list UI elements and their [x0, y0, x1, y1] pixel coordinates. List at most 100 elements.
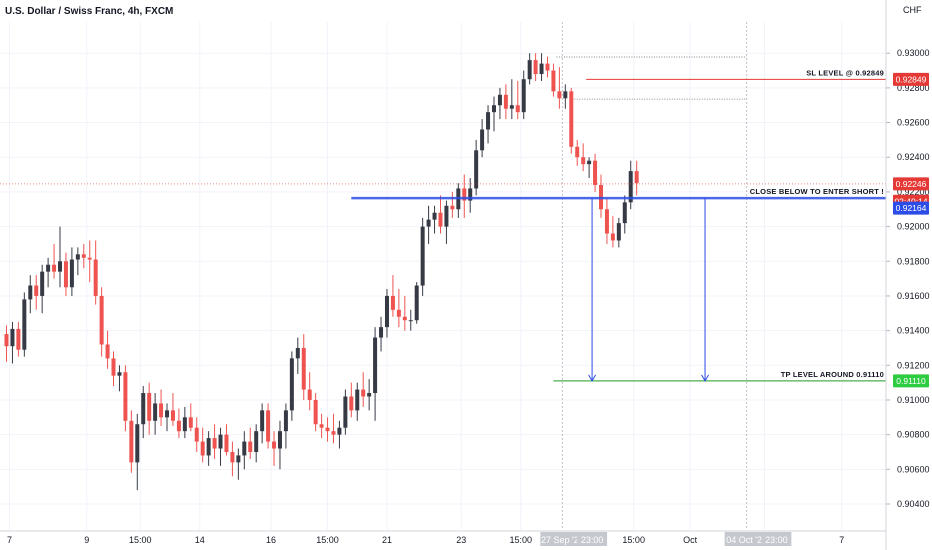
- candle-body: [575, 146, 580, 158]
- price-tick-label: 0.92600: [897, 118, 930, 128]
- candle-body: [396, 309, 401, 317]
- candle-body: [569, 91, 574, 147]
- candle-body: [123, 372, 128, 421]
- candle-body: [527, 60, 532, 80]
- candle-body: [373, 337, 378, 394]
- candle-body: [295, 347, 300, 359]
- time-highlight-label: 23:00: [581, 535, 604, 545]
- drawing-overlays[interactable]: SL LEVEL @ 0.92849 CLOSE BELOW TO ENTER S…: [0, 56, 886, 382]
- candle-body: [254, 431, 259, 452]
- candle-body: [81, 254, 86, 258]
- price-tag-label: 0.91110: [896, 376, 926, 386]
- candle-body: [444, 205, 449, 227]
- candle-body: [40, 271, 45, 296]
- candle-body: [301, 347, 306, 390]
- candle-body: [587, 160, 592, 165]
- candle-body: [194, 427, 199, 442]
- candle-body: [22, 299, 27, 350]
- candle-body: [384, 295, 389, 328]
- target-arrow-head: [701, 374, 709, 382]
- candle-body: [355, 389, 360, 411]
- candle-body: [87, 257, 92, 260]
- price-tag-label: 0.92246: [896, 179, 927, 189]
- candle-body: [159, 403, 164, 418]
- candle-body: [272, 441, 277, 449]
- price-tag-label: 02:40:14: [894, 196, 927, 206]
- candle-body: [414, 285, 419, 321]
- candle-body: [545, 63, 550, 71]
- candles[interactable]: [4, 53, 639, 491]
- price-tick-label: 0.92000: [897, 222, 930, 232]
- candle-body: [379, 327, 384, 338]
- candle-body: [325, 427, 330, 432]
- candle-body: [509, 105, 514, 109]
- candle-body: [248, 441, 253, 452]
- candle-body: [503, 94, 508, 109]
- candle-body: [557, 91, 562, 99]
- candle-body: [593, 160, 598, 185]
- price-tick-label: 0.90800: [897, 430, 930, 440]
- candle-body: [46, 264, 51, 272]
- candle-body: [260, 410, 265, 432]
- entry-level-label: CLOSE BELOW TO ENTER SHORT !: [750, 187, 884, 196]
- price-tag-bg: [893, 177, 929, 191]
- time-tick-label: 7: [839, 535, 844, 545]
- price-tick-label: 0.91200: [897, 360, 930, 370]
- time-tick-label: 15:00: [129, 535, 152, 545]
- price-tick-label: 0.91600: [897, 291, 930, 301]
- candle-body: [10, 328, 15, 347]
- candle-body: [390, 295, 395, 310]
- candle-body: [634, 171, 639, 184]
- time-highlight-label: 27 Sep '20: [541, 535, 584, 545]
- candle-body: [581, 157, 586, 165]
- currency-label: CHF: [903, 5, 922, 15]
- candle-body: [367, 393, 372, 397]
- price-tag-label: 0.92849: [896, 74, 927, 84]
- candle-body: [58, 261, 63, 272]
- candle-body: [337, 427, 342, 435]
- candle-body: [63, 261, 68, 288]
- candle-body: [200, 441, 205, 456]
- candle-body: [283, 410, 288, 432]
- candle-body: [468, 188, 473, 201]
- price-tag-bg: [893, 72, 929, 86]
- chart-title: U.S. Dollar / Swiss Franc, 4h, FXCM: [5, 6, 173, 17]
- candle-body: [34, 285, 39, 296]
- time-highlight-bg: [540, 532, 585, 546]
- candle-body: [622, 202, 627, 224]
- price-axis[interactable]: 0.93000 0.92800 0.92600 0.92400 0.92200 0.920…: [885, 0, 930, 550]
- candle-body: [182, 417, 187, 432]
- candle-body: [170, 410, 175, 421]
- candle-body: [188, 417, 193, 428]
- time-highlight-bg: [761, 532, 792, 546]
- candle-body: [242, 441, 247, 456]
- price-tick-label: 0.91400: [897, 326, 930, 336]
- candle-body: [117, 372, 122, 376]
- price-tag-bg: [893, 374, 929, 388]
- candle-body: [610, 233, 615, 241]
- candle-body: [533, 60, 538, 75]
- candle-body: [28, 285, 33, 300]
- candle-body: [343, 396, 348, 428]
- candle-body: [218, 434, 223, 449]
- time-highlight-label: 04 Oct '20: [726, 535, 767, 545]
- candle-body: [349, 396, 354, 411]
- candle-body: [462, 188, 467, 201]
- time-tick-label: 23: [456, 535, 466, 545]
- candle-body: [236, 455, 241, 463]
- candle-body: [450, 205, 455, 210]
- candle-body: [52, 264, 57, 272]
- crosshair-vertical-lines: [561, 22, 748, 530]
- candle-body: [474, 150, 479, 189]
- price-tick-label: 0.92200: [897, 187, 930, 197]
- candle-body: [361, 389, 366, 397]
- candle-body: [4, 334, 9, 347]
- candle-body: [99, 295, 104, 345]
- time-tick-label: 14: [195, 535, 205, 545]
- candle-body: [438, 212, 443, 227]
- candle-body: [129, 420, 134, 463]
- candle-body: [176, 420, 181, 432]
- tp-level-label: TP LEVEL AROUND 0.91110: [781, 370, 884, 379]
